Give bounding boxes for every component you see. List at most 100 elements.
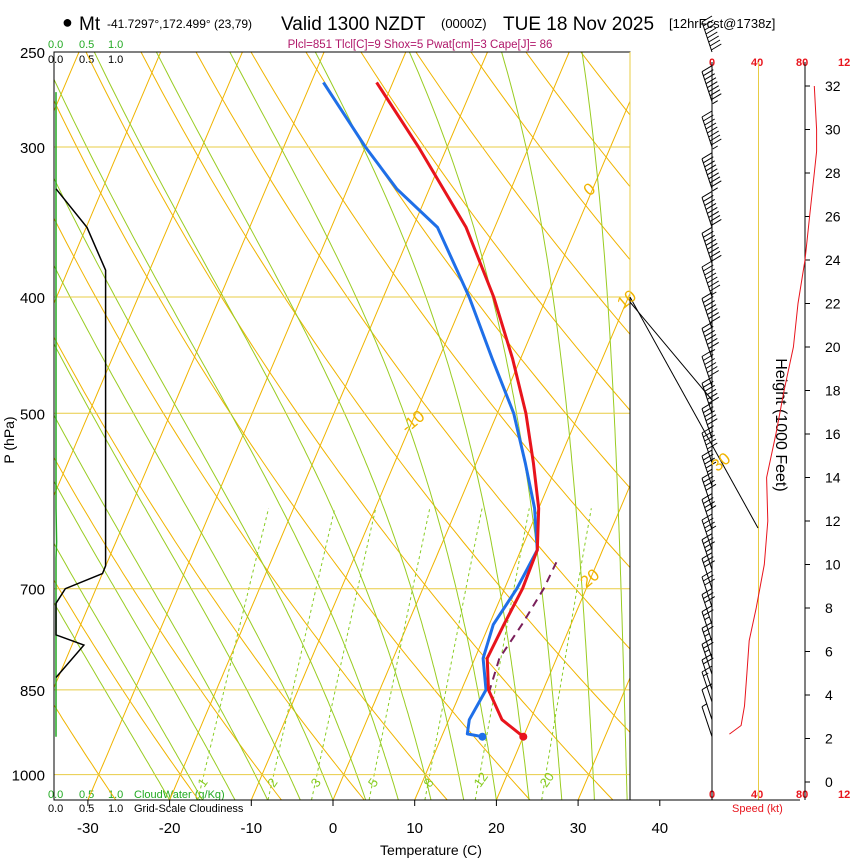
wind-barb-flag: [701, 402, 713, 410]
mixing-ratio-line: [424, 508, 483, 800]
station-coords: -41.7297°,172.499° (23,79): [107, 17, 252, 31]
title-forecast: [12hrFcst@1738z]: [669, 16, 775, 31]
wind-barb-flag: [703, 475, 714, 483]
wind-barb-flag: [701, 226, 713, 234]
wind-speed-profile: [729, 85, 818, 735]
pressure-tick-label: 300: [20, 140, 45, 157]
wind-barb-flag: [711, 43, 722, 51]
wind-barb-flag: [703, 114, 714, 122]
moist-adiabat-line: [314, 52, 530, 800]
wind-barb: [701, 152, 722, 192]
temperature-tick-label: 20: [488, 820, 505, 837]
pressure-tick-label: 1000: [12, 768, 45, 785]
wind-barb-staff: [701, 21, 713, 53]
cloudwater-tick: 1.0: [108, 39, 123, 51]
wind-barb-flag: [704, 198, 715, 206]
wind-barb-flag: [704, 358, 715, 365]
temperature-tick-label: 0: [329, 820, 337, 837]
mixing-ratio-label: 12: [470, 769, 491, 789]
wind-barb-flag: [705, 483, 717, 491]
wind-barb-flag: [708, 35, 719, 43]
height-tick-label: 28: [825, 165, 841, 181]
wind-barb-flag: [704, 521, 715, 529]
wind-barb: [701, 513, 717, 551]
wind-barb: [701, 292, 721, 329]
wind-barb-flag: [711, 254, 722, 262]
wind-barb-flag: [701, 152, 713, 160]
wind-barb-half-flag: [711, 291, 717, 296]
cloudiness-tick: 1.0: [108, 803, 123, 815]
wind-barb-flag: [703, 453, 714, 461]
cloudwater-top-ticks: 0.0 0.5 1.0 0.0 0.5 1.0: [48, 39, 123, 66]
wind-barb-staff: [701, 611, 713, 642]
temperature-tick-label: 10: [406, 820, 423, 837]
wind-barb-flag: [704, 384, 715, 392]
wind-barb-staff: [701, 499, 713, 530]
speed-axis-label: Speed (kt): [732, 803, 783, 815]
wind-barb-flag: [701, 513, 713, 521]
wind-barb-flag: [703, 657, 714, 665]
dry-adiabat-line: [360, 52, 630, 412]
wind-barb-flag: [703, 264, 714, 272]
moist-adiabat-line: [54, 78, 399, 800]
cloudwater-tick: 1.0: [108, 789, 123, 801]
wind-barb-flag: [703, 354, 714, 361]
cloudwater-tick: 0.0: [48, 39, 63, 51]
wind-barb-staff: [701, 519, 713, 551]
title-date: TUE 18 Nov 2025: [503, 14, 654, 35]
dry-adiabat-line: [54, 579, 200, 800]
wind-barb: [701, 260, 721, 298]
isotherm-line: [250, 52, 570, 800]
dry-adiabat-line: [54, 336, 365, 800]
wind-barb-flag: [708, 312, 719, 320]
wind-barb-flag: [703, 430, 714, 438]
wind-barb-flag: [709, 134, 721, 142]
wind-barb-flag: [705, 202, 717, 210]
wind-barb-flag: [711, 218, 722, 226]
wind-barb-flag: [703, 537, 714, 545]
moist-adiabat-line: [54, 542, 203, 800]
wind-barb-flag: [701, 449, 713, 457]
temperature-tick-label: 40: [651, 820, 668, 837]
height-tick-label: 2: [825, 731, 833, 747]
wind-barb-flag: [704, 457, 715, 465]
speed-tick: 80: [796, 789, 808, 801]
wind-barb-flag: [705, 438, 717, 446]
wind-barb-staff: [701, 432, 713, 464]
cloudiness-label: Grid-Scale Cloudiness: [134, 803, 244, 815]
sounding-indices: Plcl=851 Tlcl[C]=9 Shox=5 Pwat[cm]=3 Cap…: [288, 39, 553, 51]
cloudwater-bottom-ticks: 0.0 0.5 1.0 CloudWater (g/Kg) 0.0 0.5 1.…: [48, 789, 244, 815]
wind-barb-flag: [708, 341, 719, 349]
wind-speed-bottom-ticks: 0 40 80 12 Speed (kt): [709, 789, 850, 815]
wind-barb: [701, 533, 715, 570]
wind-barb-flag: [711, 180, 722, 188]
wind-barb-flag: [701, 637, 713, 645]
wind-barb-flag: [701, 350, 713, 357]
wind-barb-flag: [705, 164, 717, 172]
wind-barb: [701, 703, 713, 737]
isotherm-line: [54, 52, 243, 497]
wind-barb-flag: [703, 156, 714, 164]
wind-barb-flag: [701, 665, 713, 673]
wind-barb: [701, 15, 722, 53]
wind-barb-flag: [704, 300, 715, 308]
wind-barb-flag: [701, 260, 713, 268]
height-tick-label: 16: [825, 426, 841, 442]
isotherm-line: [54, 52, 325, 689]
temperature-tick-label: -10: [240, 820, 262, 837]
wind-barb-flag: [701, 533, 713, 541]
wind-barb-flag: [708, 130, 719, 138]
wind-barb-flag: [703, 19, 714, 27]
dry-adiabat-line: [250, 52, 630, 569]
wind-barb-half-flag: [703, 672, 709, 677]
wind-barb-flag: [705, 238, 717, 246]
isotherm-label: -10: [397, 406, 428, 436]
height-tick-label: 14: [825, 470, 841, 486]
wind-barb-flag: [705, 304, 717, 312]
wind-barb-flag: [704, 234, 715, 242]
height-tick-label: 4: [825, 687, 833, 703]
wind-barb-flag: [701, 292, 713, 300]
height-tick-label: 8: [825, 600, 833, 616]
